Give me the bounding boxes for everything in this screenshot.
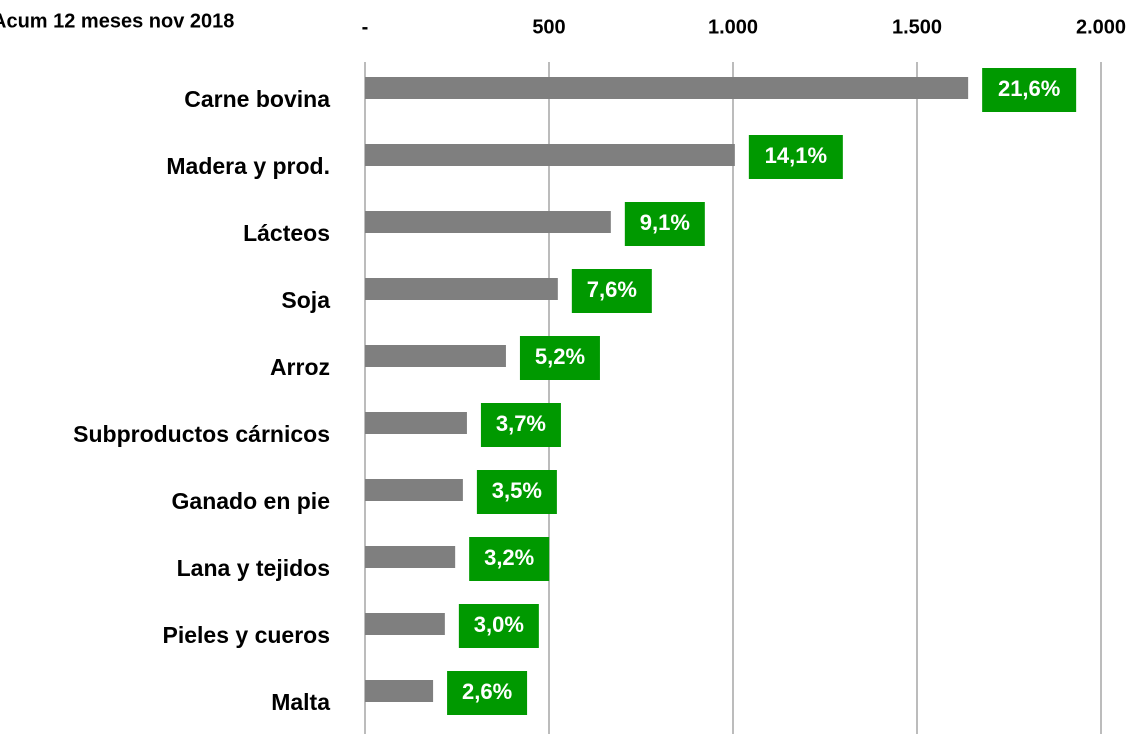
y-tick-label: Madera y prod. <box>166 153 330 179</box>
share-label-box <box>458 604 539 648</box>
bar <box>365 144 735 166</box>
x-tick-label: - <box>362 16 369 38</box>
chart-title: Acum 12 meses nov 2018 <box>0 10 234 32</box>
share-label-box <box>476 470 557 514</box>
share-label: 9,1% <box>640 210 690 235</box>
bar <box>365 680 434 702</box>
share-label-box <box>748 135 843 179</box>
share-label: 3,7% <box>496 411 546 436</box>
bar <box>365 479 463 501</box>
share-label-box <box>469 537 550 581</box>
share-label-box <box>982 68 1077 112</box>
bar <box>365 77 969 99</box>
share-label: 3,0% <box>474 612 524 637</box>
share-label: 3,5% <box>492 478 542 503</box>
share-label-box <box>571 269 652 313</box>
bar <box>365 345 506 367</box>
x-tick-label: 1.000 <box>708 16 758 38</box>
x-tick-label: 2.000 <box>1076 16 1126 38</box>
y-tick-label: Subproductos cárnicos <box>73 421 330 447</box>
share-label: 3,2% <box>484 545 534 570</box>
share-label-box <box>624 202 705 246</box>
y-tick-label: Lana y tejidos <box>177 555 330 581</box>
share-label: 2,6% <box>462 679 512 704</box>
share-label: 14,1% <box>765 143 827 168</box>
share-label: 21,6% <box>998 76 1060 101</box>
share-label-box <box>519 336 600 380</box>
bar <box>365 613 445 635</box>
y-tick-label: Ganado en pie <box>172 488 330 514</box>
x-tick-label: 1.500 <box>892 16 942 38</box>
x-tick-label: 500 <box>532 16 565 38</box>
y-tick-label: Arroz <box>270 354 330 380</box>
bar <box>365 546 456 568</box>
bar <box>365 412 467 434</box>
share-label: 7,6% <box>587 277 637 302</box>
y-tick-label: Pieles y cueros <box>163 622 331 648</box>
y-tick-label: Malta <box>271 689 330 715</box>
y-tick-label: Soja <box>281 287 330 313</box>
share-label: 5,2% <box>535 344 585 369</box>
bar <box>365 278 558 300</box>
share-label-box <box>447 671 528 715</box>
bar <box>365 211 611 233</box>
y-tick-label: Lácteos <box>243 220 330 246</box>
share-label-box <box>480 403 561 447</box>
y-tick-label: Carne bovina <box>184 86 330 112</box>
